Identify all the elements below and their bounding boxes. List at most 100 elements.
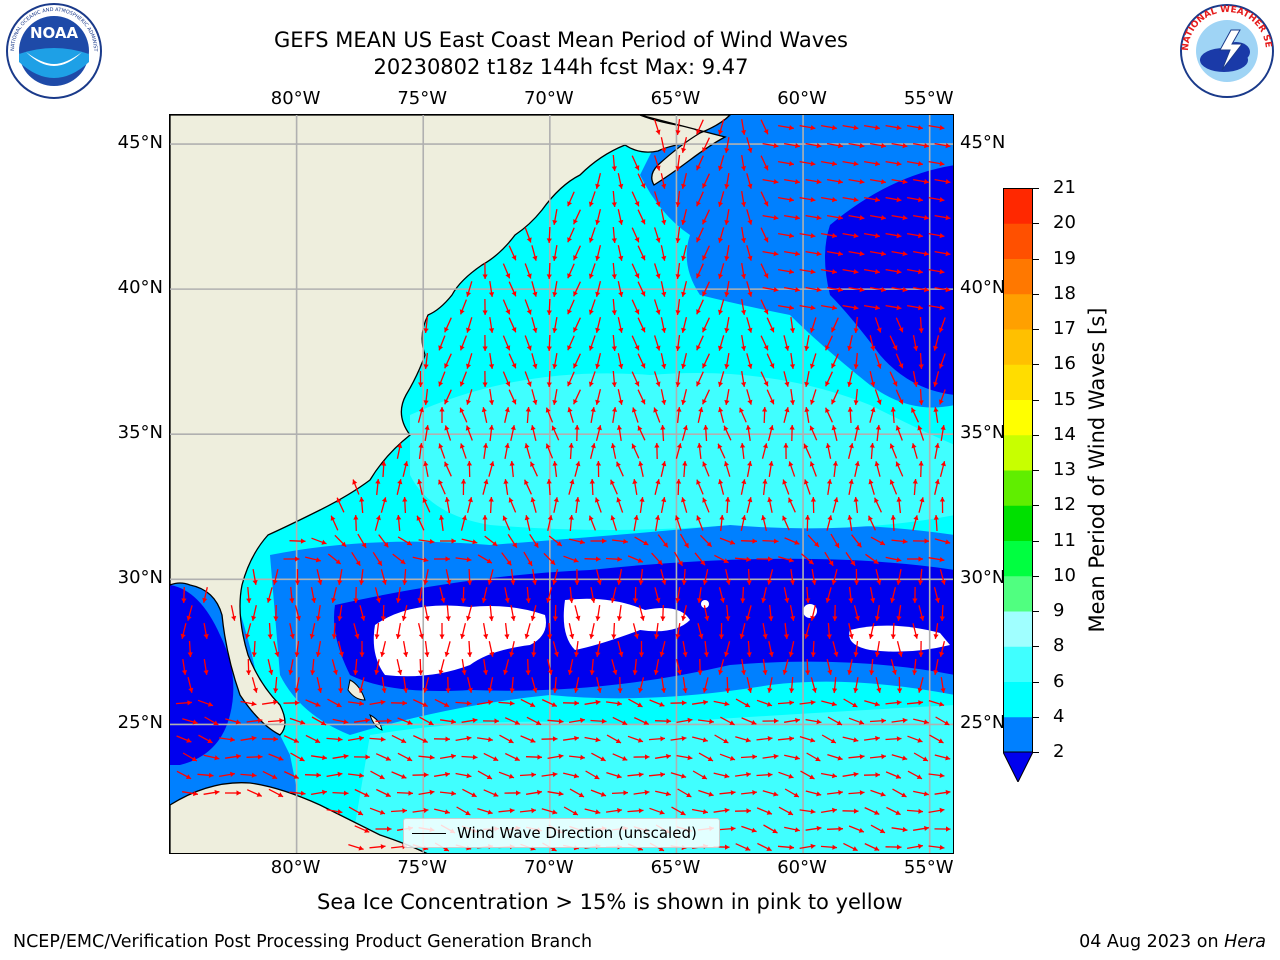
- direction-arrowhead: [784, 345, 790, 351]
- direction-arrowhead: [703, 652, 709, 657]
- direction-arrowhead: [768, 556, 773, 562]
- direction-arrowhead: [701, 774, 707, 779]
- direction-arrowhead: [359, 580, 365, 585]
- direction-arrowhead: [918, 328, 924, 333]
- direction-arrowhead: [803, 443, 809, 449]
- direction-arrowhead: [397, 669, 403, 675]
- direction-arrowhead: [832, 807, 837, 813]
- direction-arrowhead: [524, 633, 530, 639]
- direction-arrowhead: [545, 443, 551, 449]
- direction-arrowhead: [853, 161, 859, 167]
- direction-arrowhead: [400, 738, 407, 743]
- direction-arrowhead: [787, 810, 793, 815]
- direction-arrowhead: [451, 718, 456, 725]
- direction-arrowhead: [525, 598, 531, 603]
- direction-arrowhead: [467, 687, 473, 693]
- wind-wave-direction-arrows: [175, 118, 951, 852]
- direction-arrowhead: [784, 381, 790, 387]
- direction-arrowhead: [681, 580, 687, 585]
- direction-arrowhead: [617, 688, 623, 693]
- direction-arrowhead: [633, 515, 639, 520]
- direction-arrowhead: [832, 616, 838, 621]
- direction-arrowhead: [379, 809, 385, 815]
- direction-arrowhead: [901, 792, 907, 797]
- direction-arrowhead: [524, 479, 529, 485]
- direction-arrowhead: [918, 197, 923, 203]
- direction-arrowhead: [723, 738, 729, 743]
- direction-arrowhead: [879, 828, 885, 833]
- direction-arrowhead: [784, 407, 790, 413]
- direction-arrowhead: [745, 846, 751, 851]
- direction-arrowhead: [816, 143, 822, 149]
- direction-arrowhead: [681, 615, 687, 621]
- direction-arrowhead: [826, 479, 833, 484]
- direction-arrowhead: [933, 670, 939, 675]
- direction-arrowhead: [859, 790, 865, 796]
- direction-arrowhead: [896, 497, 902, 502]
- direction-arrowhead: [472, 754, 478, 760]
- direction-arrowhead: [810, 161, 816, 167]
- direction-arrowhead: [933, 407, 939, 412]
- direction-arrowhead: [768, 616, 774, 621]
- direction-arrowhead: [359, 652, 365, 657]
- direction-arrowhead: [638, 580, 644, 585]
- direction-arrowhead: [274, 651, 280, 657]
- direction-arrowhead: [832, 233, 837, 239]
- direction-arrowhead: [686, 792, 692, 797]
- direction-arrowhead: [918, 161, 923, 167]
- direction-arrowhead: [847, 381, 853, 387]
- direction-arrowhead: [590, 597, 596, 603]
- longitude-label-bottom: 80°W: [270, 857, 321, 878]
- direction-arrowhead: [429, 789, 435, 795]
- direction-arrowhead: [789, 233, 794, 239]
- direction-arrowhead: [773, 215, 779, 221]
- colorbar-segment: [1003, 258, 1033, 295]
- direction-arrowhead: [482, 515, 488, 520]
- map-panel[interactable]: [169, 114, 954, 854]
- direction-arrowhead: [569, 479, 575, 485]
- direction-arrowhead: [838, 143, 843, 149]
- direction-arrowhead: [246, 598, 252, 603]
- direction-arrowhead: [385, 792, 391, 797]
- direction-arrowhead: [655, 237, 661, 243]
- direction-arrowhead: [590, 443, 596, 449]
- direction-arrowhead: [438, 479, 443, 485]
- direction-arrowhead: [359, 700, 364, 706]
- direction-arrowhead: [773, 753, 779, 760]
- direction-arrowhead: [300, 719, 306, 725]
- direction-arrowhead: [902, 755, 908, 761]
- direction-arrowhead: [532, 687, 538, 693]
- direction-arrowhead: [403, 652, 409, 657]
- direction-arrowhead: [825, 443, 831, 449]
- direction-arrowhead: [881, 251, 886, 257]
- direction-arrowhead: [940, 579, 946, 585]
- direction-arrowhead: [933, 634, 939, 639]
- colorbar-tick-label: 16: [1053, 353, 1076, 375]
- direction-arrowhead: [789, 688, 795, 693]
- direction-arrowhead: [682, 425, 688, 431]
- direction-arrowhead: [203, 634, 209, 639]
- direction-arrowhead: [795, 717, 800, 723]
- direction-arrowhead: [532, 363, 538, 369]
- direction-arrowhead: [747, 183, 753, 189]
- direction-arrowhead: [611, 634, 617, 639]
- direction-arrowhead: [337, 580, 343, 585]
- direction-arrowhead: [611, 274, 617, 279]
- direction-arrowhead: [482, 346, 488, 351]
- direction-arrowhead: [526, 273, 532, 279]
- direction-arrowhead: [767, 772, 773, 778]
- direction-arrowhead: [634, 165, 640, 171]
- colorbar-segment: [1003, 716, 1033, 753]
- map-legend: Wind Wave Direction (unscaled): [403, 818, 720, 848]
- colorbar-segment: [1003, 505, 1033, 541]
- direction-arrowhead: [488, 292, 495, 297]
- direction-arrowhead: [251, 652, 257, 657]
- direction-arrowhead: [881, 754, 886, 760]
- direction-arrowhead: [810, 615, 816, 621]
- legend-line-sample: [412, 832, 446, 834]
- direction-arrowhead: [729, 720, 735, 725]
- direction-arrowhead: [696, 129, 701, 135]
- direction-arrowhead: [681, 773, 687, 779]
- direction-arrowhead: [810, 197, 816, 203]
- direction-arrowhead: [675, 346, 681, 351]
